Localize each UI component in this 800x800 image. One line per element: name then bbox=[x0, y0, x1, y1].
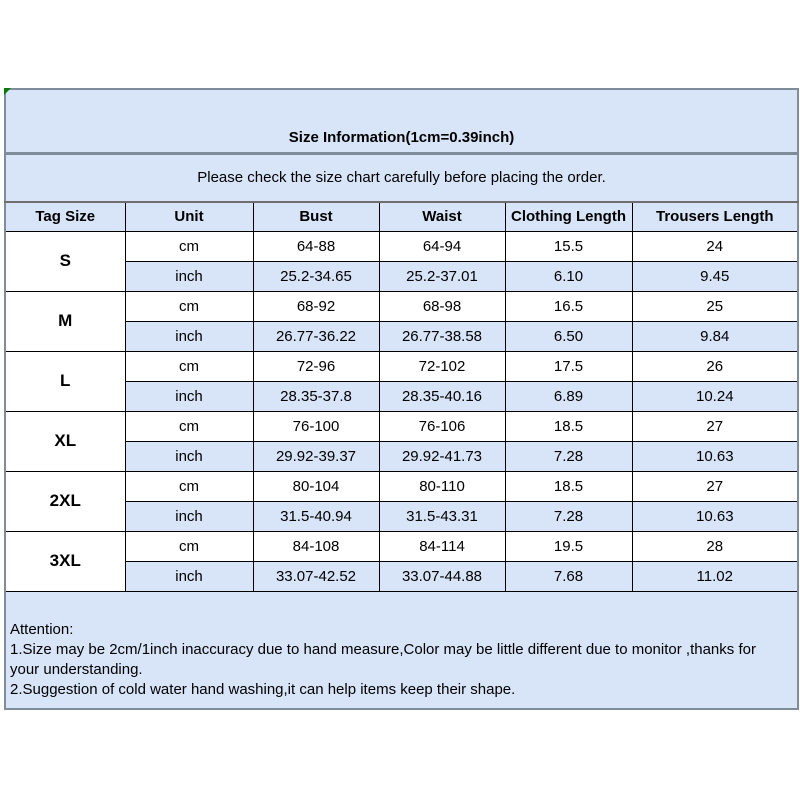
value-cell: 7.28 bbox=[504, 500, 633, 532]
value-cell: 7.28 bbox=[504, 440, 633, 472]
attention-row: Attention: 1.Size may be 2cm/1inch inacc… bbox=[5, 590, 799, 709]
value-cell: 84-108 bbox=[252, 530, 380, 562]
value-cell: 17.5 bbox=[504, 350, 633, 382]
value-cell: 26.77-36.22 bbox=[252, 320, 380, 352]
unit-cell: cm bbox=[124, 410, 254, 442]
size-row-inch: inch 29.92-39.37 29.92-41.73 7.28 10.63 bbox=[5, 440, 799, 472]
value-cell: 18.5 bbox=[504, 410, 633, 442]
value-cell: 76-100 bbox=[252, 410, 380, 442]
unit-cell: inch bbox=[124, 380, 254, 412]
value-cell: 11.02 bbox=[631, 560, 799, 592]
value-cell: 84-114 bbox=[378, 530, 506, 562]
value-cell: 28.35-40.16 bbox=[378, 380, 506, 412]
value-cell: 72-96 bbox=[252, 350, 380, 382]
unit-cell: cm bbox=[124, 350, 254, 382]
value-cell: 28.35-37.8 bbox=[252, 380, 380, 412]
unit-cell: inch bbox=[124, 560, 254, 592]
size-row-inch: inch 26.77-36.22 26.77-38.58 6.50 9.84 bbox=[5, 320, 799, 352]
unit-cell: inch bbox=[124, 500, 254, 532]
tag-size-cell: L bbox=[4, 350, 126, 412]
value-cell: 10.63 bbox=[631, 440, 799, 472]
attention-heading: Attention: bbox=[10, 620, 74, 638]
value-cell: 26.77-38.58 bbox=[378, 320, 506, 352]
tag-size-cell: 3XL bbox=[4, 530, 126, 592]
value-cell: 80-104 bbox=[252, 470, 380, 502]
tag-size-cell: M bbox=[4, 290, 126, 352]
value-cell: 10.24 bbox=[631, 380, 799, 412]
value-cell: 33.07-44.88 bbox=[378, 560, 506, 592]
attention-note: Attention: 1.Size may be 2cm/1inch inacc… bbox=[5, 590, 799, 709]
attention-line: 1.Size may be 2cm/1inch inaccuracy due t… bbox=[10, 640, 756, 678]
value-cell: 31.5-43.31 bbox=[378, 500, 506, 532]
value-cell: 10.63 bbox=[631, 500, 799, 532]
unit-cell: inch bbox=[124, 320, 254, 352]
value-cell: 25.2-37.01 bbox=[378, 260, 506, 292]
unit-cell: cm bbox=[124, 470, 254, 502]
unit-cell: cm bbox=[124, 530, 254, 562]
page-title: Size Information(1cm=0.39inch) bbox=[5, 89, 799, 155]
value-cell: 64-88 bbox=[252, 230, 380, 262]
value-cell: 26 bbox=[631, 350, 799, 382]
value-cell: 68-98 bbox=[378, 290, 506, 322]
value-cell: 18.5 bbox=[504, 470, 633, 502]
unit-cell: inch bbox=[124, 440, 254, 472]
size-row-inch: inch 28.35-37.8 28.35-40.16 6.89 10.24 bbox=[5, 380, 799, 412]
value-cell: 28 bbox=[631, 530, 799, 562]
column-header-clothing-length: Clothing Length bbox=[504, 201, 633, 232]
column-header-unit: Unit bbox=[124, 201, 254, 232]
value-cell: 29.92-41.73 bbox=[378, 440, 506, 472]
size-row-cm: 3XL cm 84-108 84-114 19.5 28 bbox=[4, 530, 799, 592]
value-cell: 9.84 bbox=[631, 320, 799, 352]
value-cell: 31.5-40.94 bbox=[252, 500, 380, 532]
column-header-bust: Bust bbox=[252, 201, 380, 232]
table-subtitle: Please check the size chart carefully be… bbox=[5, 153, 799, 203]
value-cell: 68-92 bbox=[252, 290, 380, 322]
attention-line: 2.Suggestion of cold water hand washing,… bbox=[10, 680, 516, 698]
value-cell: 76-106 bbox=[378, 410, 506, 442]
tag-size-cell: 2XL bbox=[4, 470, 126, 532]
tag-size-cell: XL bbox=[4, 410, 126, 472]
column-header-waist: Waist bbox=[378, 201, 506, 232]
value-cell: 6.10 bbox=[504, 260, 633, 292]
title-row: Size Information(1cm=0.39inch) bbox=[5, 89, 799, 155]
value-cell: 25 bbox=[631, 290, 799, 322]
size-chart-table: Size Information(1cm=0.39inch) Please ch… bbox=[4, 88, 800, 710]
column-header-tag-size: Tag Size bbox=[4, 201, 126, 232]
value-cell: 16.5 bbox=[504, 290, 633, 322]
column-header-row: Tag Size Unit Bust Waist Clothing Length… bbox=[4, 201, 799, 232]
value-cell: 72-102 bbox=[378, 350, 506, 382]
value-cell: 80-110 bbox=[378, 470, 506, 502]
size-row-inch: inch 25.2-34.65 25.2-37.01 6.10 9.45 bbox=[5, 260, 799, 292]
value-cell: 24 bbox=[631, 230, 799, 262]
value-cell: 19.5 bbox=[504, 530, 633, 562]
unit-cell: inch bbox=[124, 260, 254, 292]
value-cell: 64-94 bbox=[378, 230, 506, 262]
size-row-cm: 2XL cm 80-104 80-110 18.5 27 bbox=[4, 470, 799, 532]
value-cell: 9.45 bbox=[631, 260, 799, 292]
tag-size-cell: S bbox=[4, 230, 126, 292]
value-cell: 6.50 bbox=[504, 320, 633, 352]
subtitle-row: Please check the size chart carefully be… bbox=[5, 153, 799, 203]
unit-cell: cm bbox=[124, 230, 254, 262]
unit-cell: cm bbox=[124, 290, 254, 322]
value-cell: 33.07-42.52 bbox=[252, 560, 380, 592]
size-row-inch: inch 31.5-40.94 31.5-43.31 7.28 10.63 bbox=[5, 500, 799, 532]
value-cell: 6.89 bbox=[504, 380, 633, 412]
value-cell: 27 bbox=[631, 470, 799, 502]
value-cell: 25.2-34.65 bbox=[252, 260, 380, 292]
value-cell: 15.5 bbox=[504, 230, 633, 262]
size-row-cm: XL cm 76-100 76-106 18.5 27 bbox=[4, 410, 799, 472]
value-cell: 7.68 bbox=[504, 560, 633, 592]
value-cell: 29.92-39.37 bbox=[252, 440, 380, 472]
column-header-trousers-length: Trousers Length bbox=[631, 201, 799, 232]
value-cell: 27 bbox=[631, 410, 799, 442]
green-corner-marker-icon bbox=[4, 88, 11, 95]
size-chart-sheet: Size Information(1cm=0.39inch) Please ch… bbox=[4, 88, 800, 710]
size-row-inch: inch 33.07-42.52 33.07-44.88 7.68 11.02 bbox=[5, 560, 799, 592]
